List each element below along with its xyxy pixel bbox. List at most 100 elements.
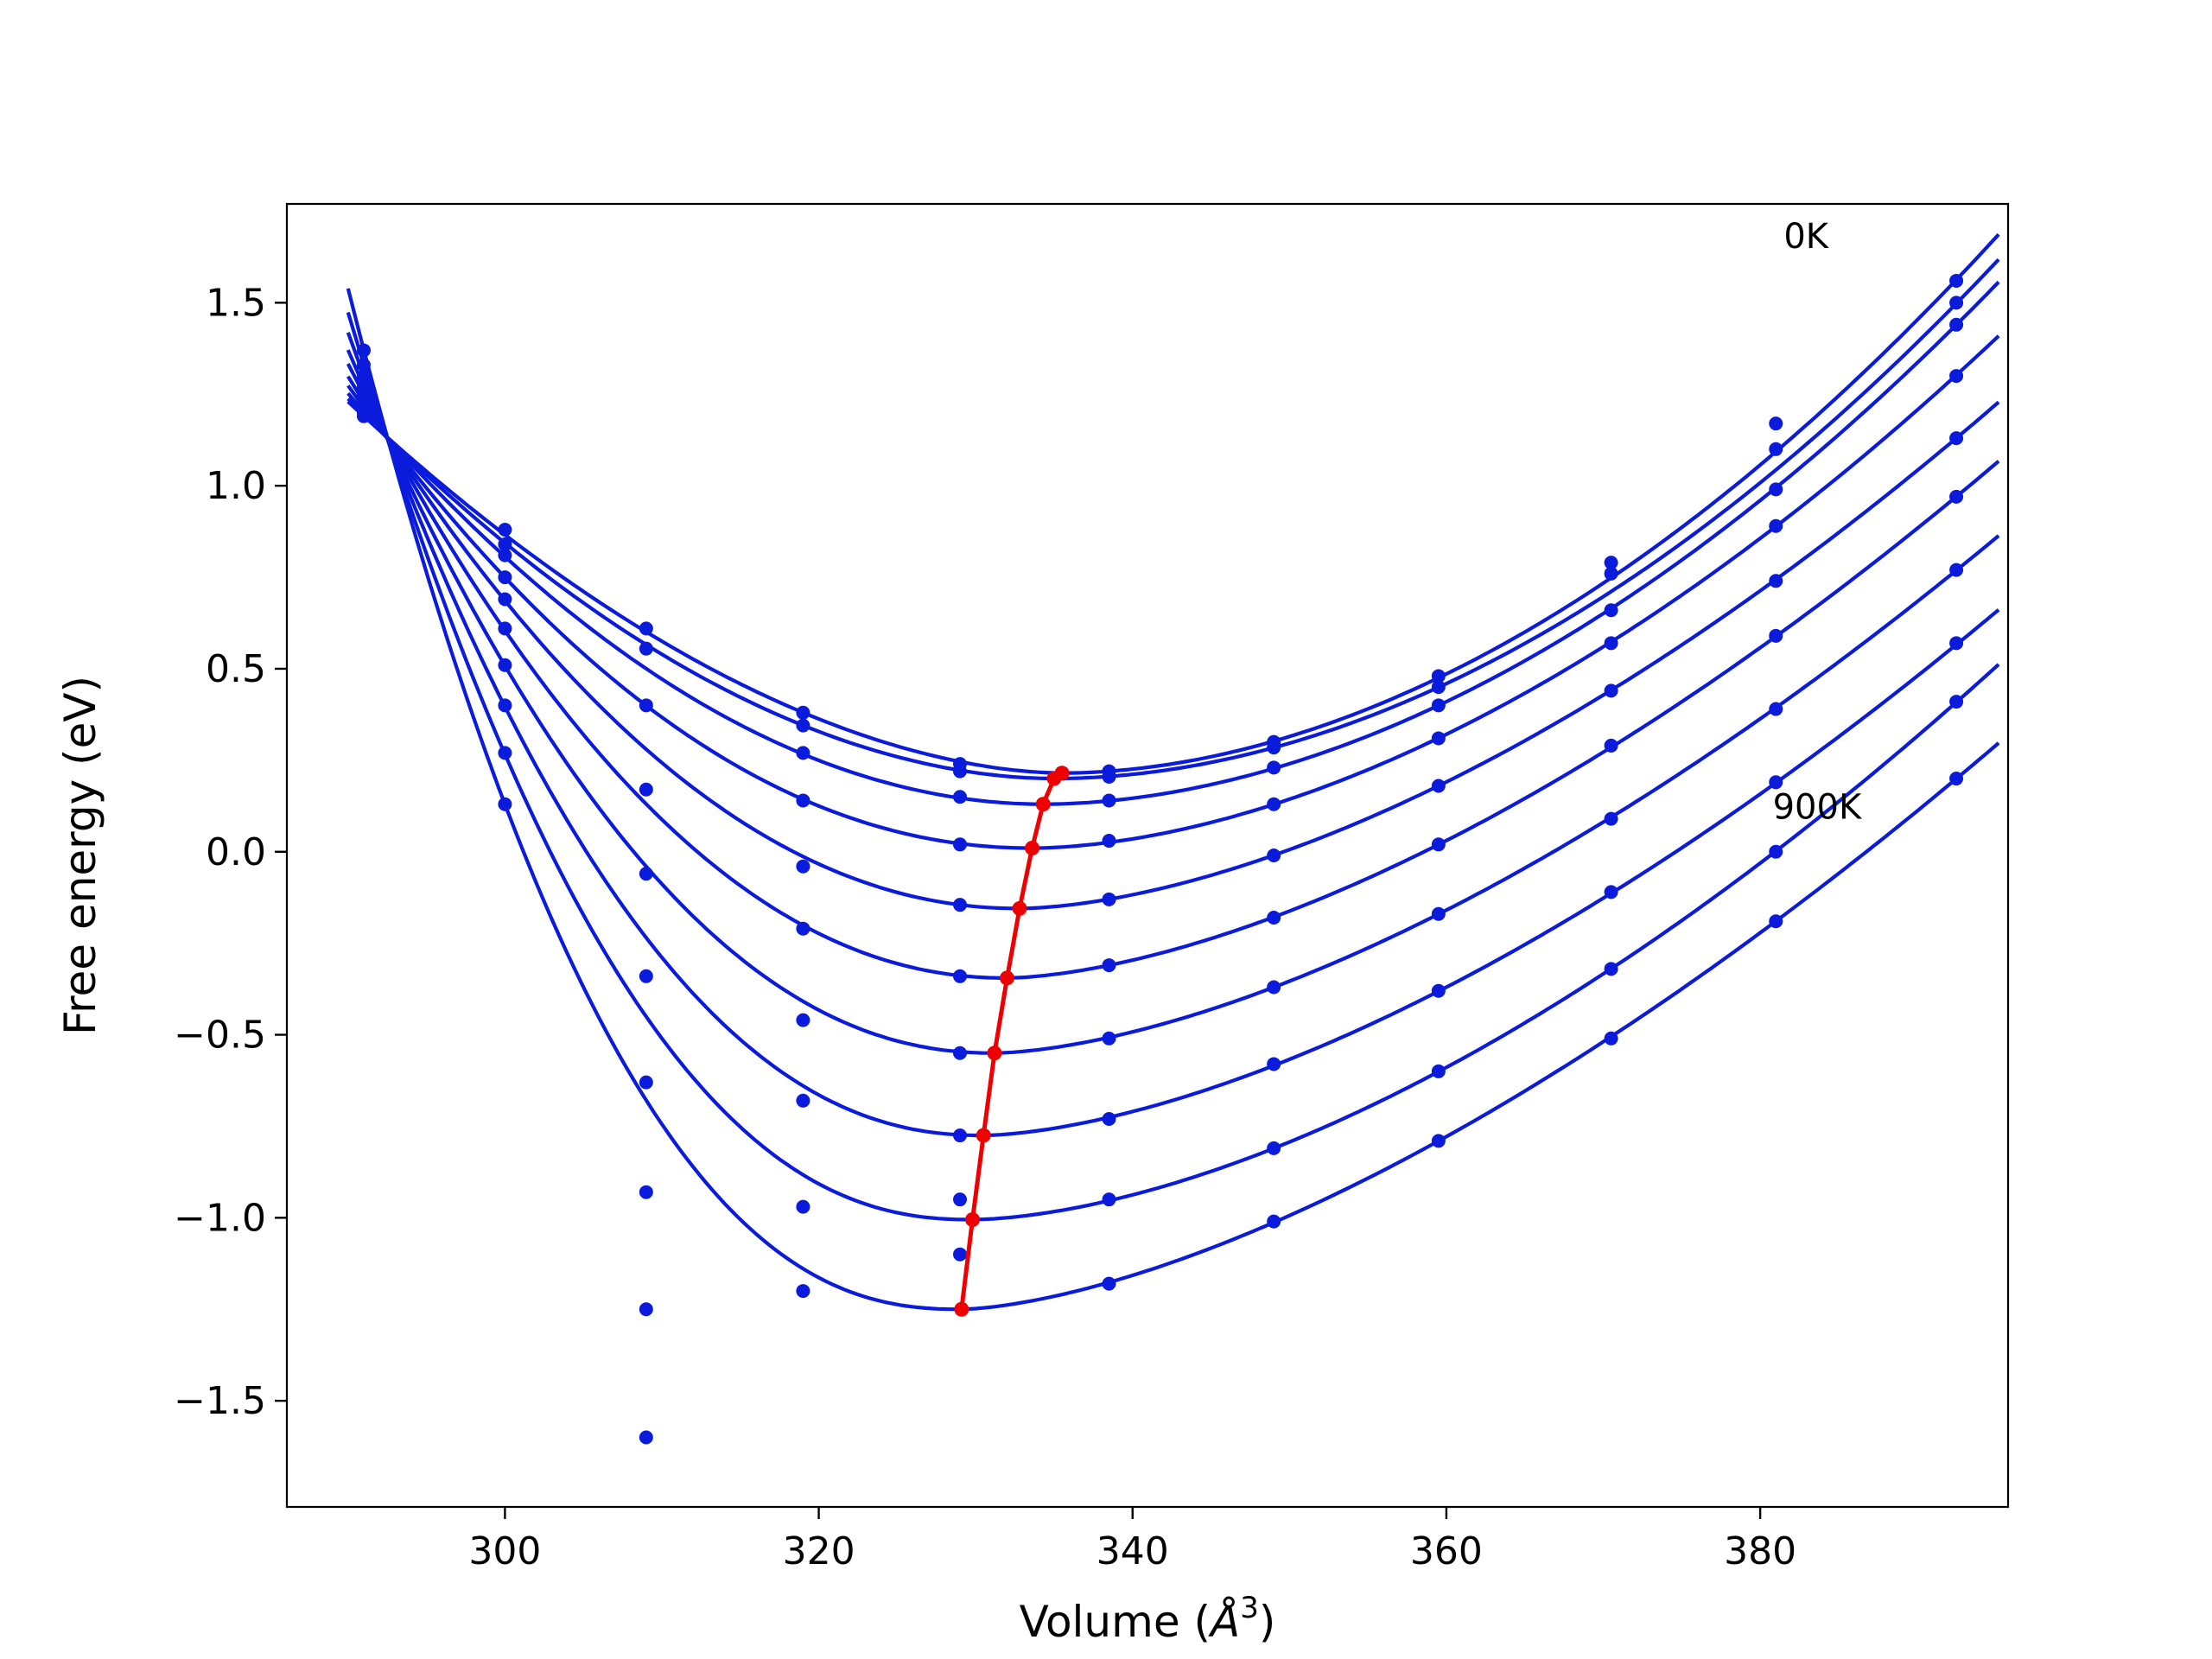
free-energy-point-700K [1102,1111,1116,1126]
free-energy-point-100K [1769,442,1783,456]
eos-fit-curve-100K [346,257,2000,781]
eos-fit-curve-0K [346,232,2000,775]
eos-fit-curve-200K [346,280,2000,806]
free-energy-point-300K [498,570,512,585]
free-energy-point-800K [1431,1064,1446,1078]
free-energy-point-900K [1769,914,1783,929]
equilibrium-point [999,970,1014,986]
free-energy-point-900K [1267,1214,1281,1229]
free-energy-point-800K [1102,1192,1116,1207]
x-tick-label: 360 [1410,1529,1483,1573]
free-energy-point-600K [1949,563,1964,577]
free-energy-point-500K [639,969,653,983]
free-energy-point-600K [639,1075,653,1090]
free-energy-point-600K [356,379,371,394]
y-tick-label: 1.5 [206,281,266,325]
y-tick-label: −1.5 [174,1379,266,1423]
free-energy-point-300K [1431,731,1446,746]
free-energy-point-400K [1267,849,1281,862]
free-energy-point-100K [639,641,653,656]
free-energy-point-500K [1102,958,1116,973]
free-energy-point-900K [1949,772,1964,786]
x-tick-label: 340 [1096,1529,1169,1573]
free-energy-point-100K [498,537,512,551]
free-energy-point-300K [1102,834,1116,849]
free-energy-point-0K [498,523,512,537]
eos-fit-curve-900K [346,288,2000,1312]
free-energy-point-900K [1604,1031,1618,1046]
x-tick-label: 320 [783,1529,855,1573]
free-energy-point-400K [796,859,810,874]
free-energy-point-600K [1267,980,1281,995]
y-tick-label: 0.0 [206,830,266,874]
free-energy-point-200K [1102,793,1116,808]
free-energy-point-500K [498,621,512,636]
free-energy-point-300K [953,837,968,852]
free-energy-point-900K [1102,1276,1116,1291]
free-energy-point-700K [639,1185,653,1199]
free-energy-point-100K [796,718,810,733]
free-energy-point-300K [1949,369,1964,384]
free-energy-point-800K [1769,844,1783,859]
equilibrium-point [976,1128,991,1143]
annotation-900K: 900K [1773,788,1863,828]
free-energy-point-100K [953,764,968,779]
free-energy-point-100K [1431,680,1446,695]
free-energy-point-0K [1604,556,1618,570]
free-energy-point-600K [498,658,512,672]
free-energy-point-800K [498,746,512,760]
equilibrium-point [1046,771,1062,786]
free-energy-point-100K [1949,296,1964,310]
free-energy-point-400K [1102,892,1116,906]
free-energy-point-500K [796,921,810,936]
free-energy-point-700K [1949,636,1964,651]
eos-fit-curve-700K [346,332,2000,1138]
x-tick-label: 300 [468,1529,541,1573]
free-energy-point-500K [1949,489,1964,504]
free-energy-point-0K [796,705,810,720]
free-energy-point-800K [953,1192,968,1207]
free-energy-point-100K [1604,566,1618,581]
axes-spines [285,202,2010,1509]
y-axis-label: Free energy (eV) [55,676,105,1035]
free-energy-point-600K [1604,811,1618,826]
free-energy-point-700K [796,1093,810,1108]
free-energy-point-200K [1949,317,1964,332]
equilibrium-point [1035,797,1051,812]
eos-fit-curve-300K [346,334,2000,850]
free-energy-point-800K [356,358,371,372]
free-energy-point-700K [498,698,512,713]
free-energy-point-100K [1102,769,1116,784]
free-energy-point-800K [796,1199,810,1214]
free-energy-point-300K [639,782,653,797]
free-energy-point-600K [796,1013,810,1027]
equilibrium-point [965,1211,981,1227]
free-energy-point-300K [1267,797,1281,811]
free-energy-point-600K [953,1046,968,1060]
free-energy-point-200K [1769,482,1783,497]
eos-fit-curve-800K [346,311,2000,1222]
free-energy-point-700K [1769,775,1783,790]
free-energy-point-500K [1769,628,1783,643]
free-energy-point-700K [356,369,371,384]
free-energy-point-700K [1431,983,1446,998]
equilibrium-point [954,1301,969,1317]
free-energy-point-300K [796,793,810,808]
free-energy-point-200K [796,746,810,760]
eos-fit-curve-400K [346,375,2000,911]
free-energy-point-800K [1604,962,1618,976]
free-energy-point-200K [1604,603,1618,618]
free-energy-point-900K [639,1430,653,1445]
y-tick-label: 1.0 [206,464,266,508]
free-energy-point-400K [1949,431,1964,446]
equilibrium-point [987,1046,1002,1061]
free-energy-point-0K [1431,669,1446,683]
free-energy-point-300K [1604,636,1618,651]
free-energy-point-800K [639,1302,653,1317]
free-energy-point-100K [1267,741,1281,755]
eos-fit-curve-500K [346,363,2000,980]
free-energy-point-700K [953,1128,968,1143]
